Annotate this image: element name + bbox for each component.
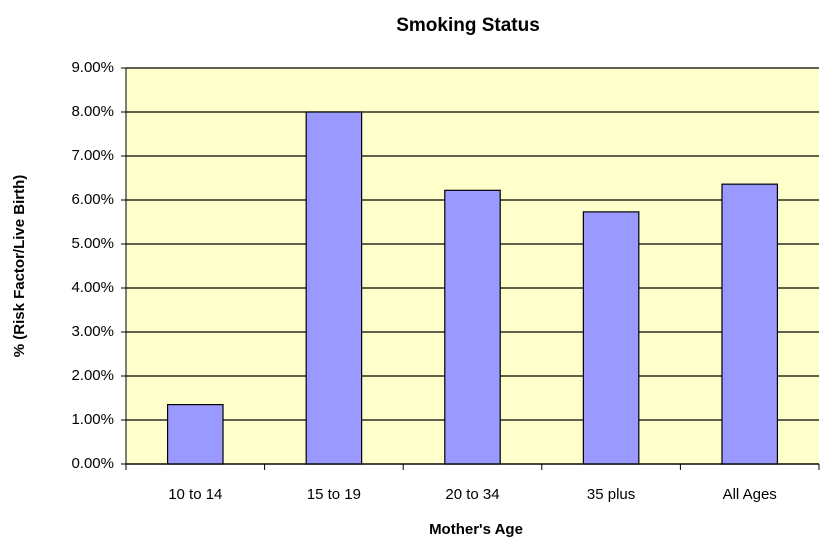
x-tick-label: 15 to 19	[307, 486, 361, 503]
y-axis-title: % (Risk Factor/Live Birth)	[11, 175, 28, 358]
y-tick-label: 5.00%	[71, 235, 114, 252]
y-tick-label: 9.00%	[71, 59, 114, 76]
bar	[166, 404, 224, 465]
bar	[305, 111, 363, 465]
bar	[721, 183, 779, 465]
y-tick-label: 8.00%	[71, 103, 114, 120]
y-tick-label: 7.00%	[71, 147, 114, 164]
chart-title: Smoking Status	[396, 15, 540, 36]
x-axis-title: Mother's Age	[429, 521, 523, 538]
y-tick-label: 1.00%	[71, 411, 114, 428]
y-tick-label: 2.00%	[71, 367, 114, 384]
bar	[444, 189, 501, 465]
x-tick-label: All Ages	[723, 486, 777, 503]
y-tick-label: 3.00%	[71, 323, 114, 340]
bar	[582, 211, 640, 465]
y-tick-label: 6.00%	[71, 191, 114, 208]
y-tick-label: 4.00%	[71, 279, 114, 296]
y-tick-label: 0.00%	[71, 455, 114, 472]
x-tick-label: 10 to 14	[168, 486, 222, 503]
x-tick-label: 35 plus	[587, 486, 635, 503]
x-tick-label: 20 to 34	[445, 486, 499, 503]
